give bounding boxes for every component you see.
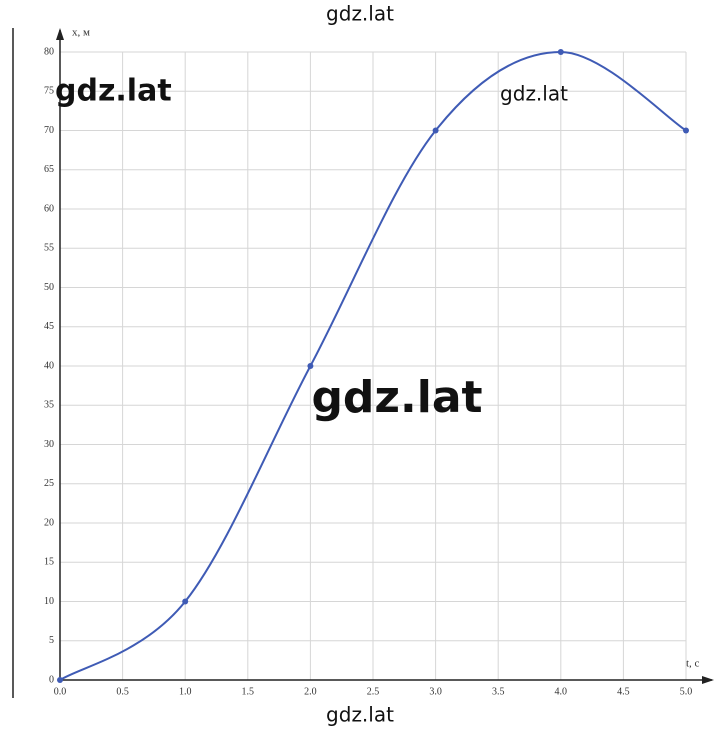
watermark: gdz.lat [326, 2, 394, 26]
y-tick-label: 10 [44, 596, 54, 607]
y-tick-label: 50 [44, 282, 54, 293]
x-axis-arrow [702, 676, 714, 684]
y-axis-title: x, м [72, 27, 90, 39]
y-tick-label: 60 [44, 203, 54, 214]
y-tick-label: 80 [44, 46, 54, 57]
data-point [683, 127, 689, 134]
x-tick-label: 3.5 [492, 686, 505, 697]
x-tick-label: 1.0 [179, 686, 192, 697]
x-tick-label: 4.5 [617, 686, 630, 697]
data-point [432, 127, 439, 134]
y-tick-label: 55 [44, 243, 54, 254]
y-tick-label: 45 [44, 321, 54, 332]
y-tick-label: 35 [44, 400, 54, 411]
data-point [307, 363, 314, 369]
y-tick-label: 15 [44, 557, 54, 568]
y-tick-label: 20 [44, 517, 54, 528]
y-tick-label: 5 [49, 635, 54, 646]
y-tick-label: 30 [44, 439, 54, 450]
data-point [182, 598, 189, 605]
x-tick-label: 4.0 [555, 686, 568, 697]
watermark: gdz.lat [311, 372, 482, 423]
y-axis-arrow [56, 28, 64, 40]
y-tick-label: 75 [44, 86, 54, 97]
y-tick-label: 25 [44, 478, 54, 489]
y-tick-label: 40 [44, 360, 54, 371]
x-tick-label: 2.5 [367, 686, 380, 697]
y-tick-label: 65 [44, 164, 54, 175]
x-tick-label: 5.0 [680, 686, 693, 697]
x-tick-label: 0.0 [54, 686, 67, 697]
x-tick-label: 1.5 [242, 686, 255, 697]
x-axis-title: t, с [686, 658, 700, 670]
y-tick-label: 70 [44, 125, 54, 136]
data-point [557, 49, 564, 55]
y-tick-label: 0 [49, 674, 54, 685]
watermark: gdz.lat [55, 74, 172, 109]
watermark: gdz.lat [500, 82, 568, 106]
x-tick-label: 0.5 [116, 686, 129, 697]
x-tick-label: 3.0 [429, 686, 442, 697]
watermark: gdz.lat [326, 703, 394, 727]
x-tick-label: 2.0 [304, 686, 317, 697]
data-point [57, 677, 63, 683]
